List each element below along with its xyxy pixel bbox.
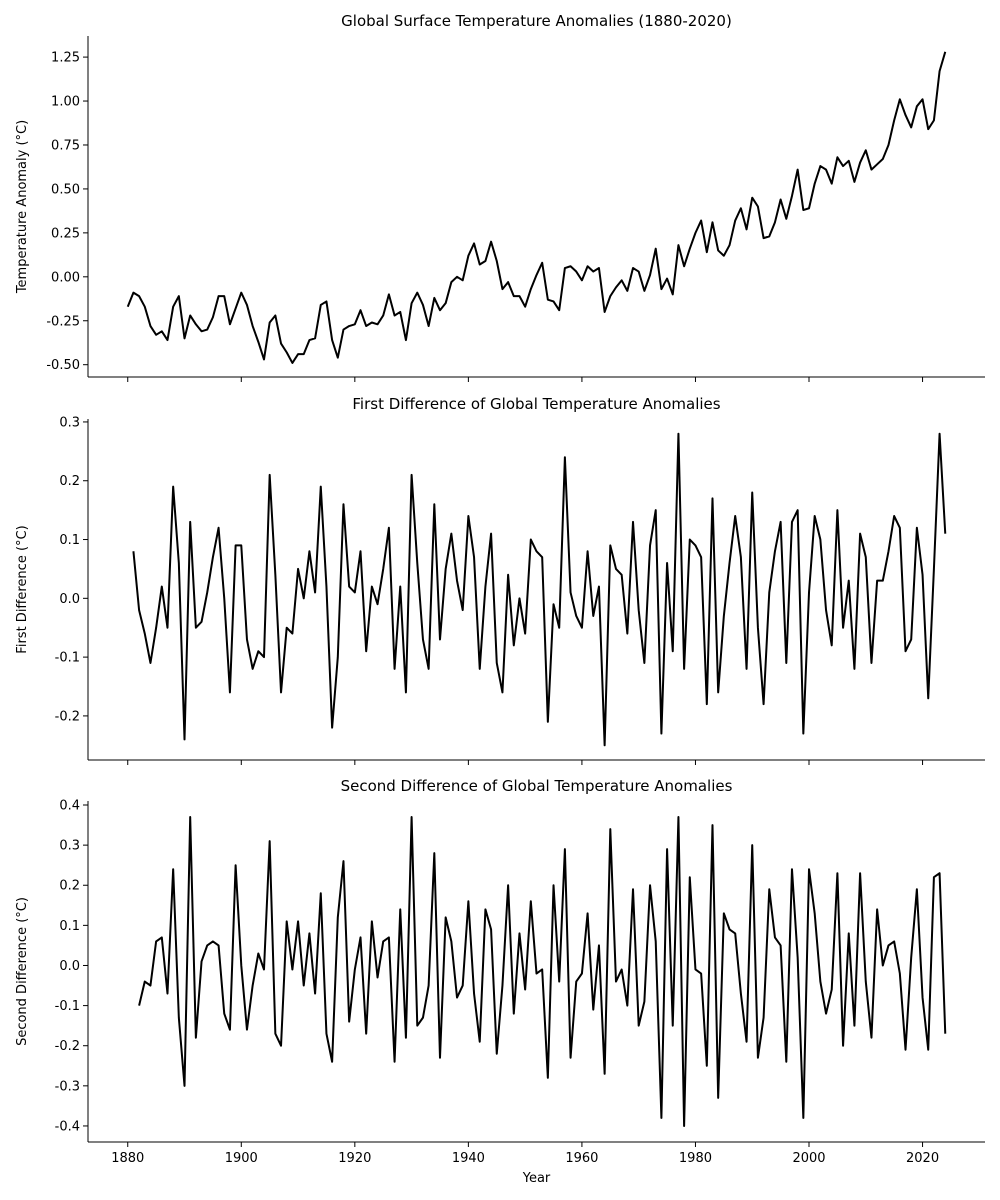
y-tick-label: 0.1 [59, 533, 80, 548]
y-tick-label: 0.0 [59, 959, 80, 974]
y-tick-label: 1.00 [51, 95, 80, 110]
y-axis-label: Second Difference (°C) [15, 897, 30, 1046]
x-tick-label: 1980 [679, 1151, 712, 1166]
y-tick-label: -0.1 [55, 999, 80, 1014]
y-tick-label: 0.75 [51, 138, 80, 153]
x-tick-label: 2020 [906, 1151, 939, 1166]
y-tick-label: 0.2 [59, 879, 80, 894]
x-tick-label: 1880 [111, 1151, 144, 1166]
x-tick-label: 1960 [565, 1151, 598, 1166]
y-axis-label: First Difference (°C) [15, 525, 30, 653]
y-axis-label: Temperature Anomaly (°C) [15, 120, 30, 294]
x-tick-label: 1940 [452, 1151, 485, 1166]
y-tick-label: -0.2 [55, 709, 80, 724]
chart-panel-1: Global Surface Temperature Anomalies (18… [15, 12, 985, 382]
x-tick-label: 1900 [225, 1151, 258, 1166]
y-tick-label: 0.0 [59, 592, 80, 607]
y-tick-label: -0.2 [55, 1039, 80, 1054]
y-tick-label: 0.2 [59, 474, 80, 489]
chart-panel-3: Second Difference of Global Temperature … [15, 777, 985, 1186]
x-tick-label: 1920 [338, 1151, 371, 1166]
y-tick-label: 1.25 [51, 51, 80, 66]
y-tick-label: 0.3 [59, 839, 80, 854]
chart-panel-2: First Difference of Global Temperature A… [15, 395, 985, 765]
y-tick-label: 0.00 [51, 270, 80, 285]
y-tick-label: -0.1 [55, 651, 80, 666]
x-tick-label: 2000 [792, 1151, 825, 1166]
y-tick-label: 0.1 [59, 919, 80, 934]
series-line-1 [126, 51, 947, 364]
y-tick-label: -0.50 [46, 358, 80, 373]
y-tick-label: -0.25 [46, 314, 80, 329]
x-axis-label: Year [522, 1171, 551, 1186]
chart-title: First Difference of Global Temperature A… [352, 395, 720, 413]
series-line-1 [138, 816, 947, 1127]
y-tick-label: 0.4 [59, 799, 80, 814]
y-tick-label: 0.25 [51, 226, 80, 241]
chart-title: Second Difference of Global Temperature … [341, 777, 733, 795]
series-line-1 [132, 432, 947, 747]
chart-title: Global Surface Temperature Anomalies (18… [341, 12, 732, 30]
y-tick-label: -0.3 [55, 1079, 80, 1094]
y-tick-label: -0.4 [55, 1119, 80, 1134]
y-tick-label: 0.3 [59, 415, 80, 430]
y-tick-label: 0.50 [51, 182, 80, 197]
